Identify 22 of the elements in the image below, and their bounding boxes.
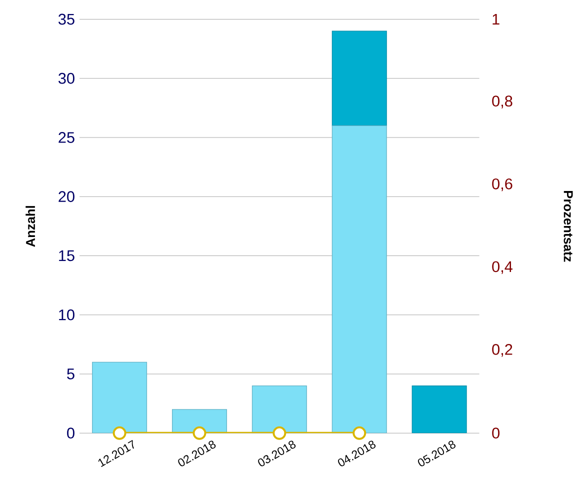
y2-tick-label: 0,8 (492, 96, 512, 108)
y2-tick-label: 0 (492, 428, 500, 439)
y-tick-label: 10 (59, 310, 74, 320)
y-tick-label: 30 (58, 73, 74, 84)
y-tick-label: 20 (58, 191, 74, 202)
bar (332, 30, 387, 126)
y-tick-label: 15 (59, 250, 74, 262)
y-axis-title: Anzahl (26, 206, 36, 247)
y2-tick-label: 0,2 (492, 344, 512, 357)
bar (92, 362, 148, 434)
bar (412, 386, 467, 434)
y2-tick-label: 0,6 (492, 178, 512, 192)
bar (172, 409, 227, 434)
y-tick-label: 0 (67, 428, 74, 439)
y2-tick-label: 1 (492, 14, 500, 25)
y-tick-label: 5 (67, 368, 74, 380)
bar (252, 386, 307, 434)
y2-tick-label: 0,4 (492, 261, 512, 274)
y2-axis-title: Prozentsatz (564, 191, 573, 262)
bar (332, 125, 387, 434)
y-tick-label: 25 (58, 132, 74, 144)
y-tick-label: 35 (58, 14, 74, 25)
